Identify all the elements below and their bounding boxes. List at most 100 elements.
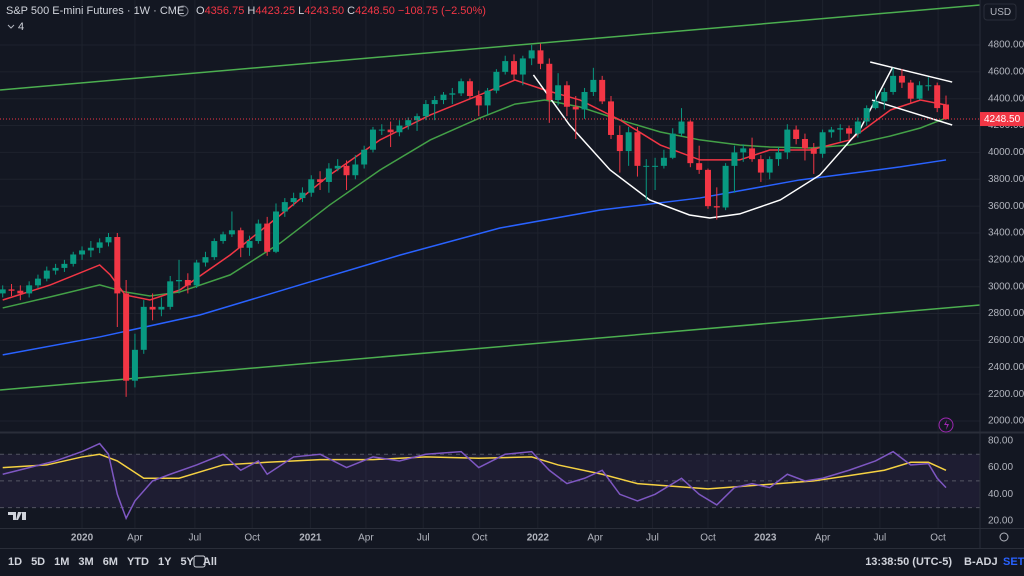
x-tick-label: Apr	[587, 533, 603, 544]
candle-body	[105, 237, 112, 243]
status-icon	[177, 5, 189, 17]
candle-body	[669, 133, 676, 158]
candle-body	[846, 128, 853, 134]
candle-body	[114, 237, 121, 294]
range-button[interactable]: 5D	[31, 556, 45, 568]
x-tick-label: 2022	[527, 533, 550, 544]
last-price-box	[980, 112, 1024, 127]
range-button[interactable]: YTD	[127, 556, 149, 568]
candle-body	[572, 106, 579, 110]
range-button[interactable]: 5Y	[180, 556, 194, 568]
x-tick-label: Apr	[815, 533, 831, 544]
candle-body	[43, 270, 50, 279]
range-button[interactable]: 1Y	[158, 556, 172, 568]
candle-body	[167, 281, 174, 307]
settings-button[interactable]: SET	[1003, 556, 1024, 568]
candle-body	[361, 149, 368, 165]
range-button[interactable]: 3M	[78, 556, 93, 568]
candle-body	[272, 211, 279, 252]
y-tick-label: 4600.00	[988, 66, 1024, 77]
flash-icon[interactable]	[938, 417, 954, 433]
x-tick-label: Oct	[244, 533, 260, 544]
settings-icon[interactable]	[999, 532, 1009, 542]
ohlc-value: 4243.50	[304, 5, 344, 17]
candle-body	[255, 223, 262, 242]
overlay-line	[2, 159, 947, 356]
overlay-line	[0, 304, 980, 391]
candle-body	[740, 148, 747, 153]
candle-body	[801, 138, 808, 149]
y-tick-label: 2800.00	[988, 308, 1024, 319]
x-tick-label: 2021	[299, 533, 322, 544]
x-tick-label: Apr	[127, 533, 143, 544]
y-tick-label: 3400.00	[988, 228, 1024, 239]
candle-body	[511, 61, 518, 75]
y-tick-label: 2000.00	[988, 416, 1024, 427]
candle-body	[334, 165, 341, 169]
range-button[interactable]: All	[203, 556, 217, 568]
symbol-title[interactable]: S&P 500 E-mini Futures · 1W · CME	[6, 5, 184, 17]
currency[interactable]: USD	[990, 7, 1011, 18]
candle-body	[943, 104, 950, 120]
candle-body	[352, 164, 359, 176]
overlay-line	[532, 67, 893, 219]
logo[interactable]	[8, 512, 26, 520]
candle-body	[537, 50, 544, 64]
indicator-count[interactable]: 4	[18, 21, 24, 33]
candle-body	[422, 104, 429, 117]
ohlc-key: H	[247, 5, 255, 17]
candle-body	[281, 202, 288, 212]
candle-body	[158, 306, 165, 310]
candle-body	[0, 289, 6, 294]
candle-body	[704, 169, 711, 207]
candle-body	[237, 230, 244, 248]
range-button[interactable]: 1M	[54, 556, 69, 568]
calendar-icon[interactable]	[193, 555, 206, 568]
candle-body	[863, 108, 870, 122]
clock[interactable]: 13:38:50 (UTC-5)	[865, 556, 952, 568]
candle-body	[299, 192, 306, 199]
candle-body	[528, 50, 535, 59]
adjust-button[interactable]: B-ADJ	[964, 556, 998, 568]
candle-body	[343, 165, 350, 176]
candle-body	[475, 96, 482, 106]
y-tick-label: 3600.00	[988, 201, 1024, 212]
candle-body	[264, 223, 271, 252]
y-tick-label: 3200.00	[988, 254, 1024, 265]
ohlc-value: 4248.50	[355, 5, 395, 17]
candle-body	[466, 81, 473, 97]
rsi-pane	[0, 442, 980, 521]
ohlc: O4356.75 H4423.25 L4243.50 C4248.50 −108…	[196, 5, 486, 17]
candle-body	[308, 179, 315, 193]
candle-body	[793, 129, 800, 139]
candle-body	[61, 263, 68, 268]
y-tick-label: 2200.00	[988, 389, 1024, 400]
currency-box[interactable]	[983, 3, 1017, 21]
x-tick-label: Oct	[930, 533, 946, 544]
candle-body	[140, 306, 147, 350]
candle-body	[246, 241, 253, 248]
candle-body	[555, 85, 562, 101]
chevron[interactable]	[7, 24, 15, 29]
x-tick-label: Jul	[417, 533, 430, 544]
ohlc-change: −108.75 (−2.50%)	[398, 5, 486, 17]
candle-body	[70, 254, 77, 264]
candle-body	[608, 101, 615, 135]
range-button[interactable]: 1D	[8, 556, 22, 568]
y-tick-label: 4400.00	[988, 93, 1024, 104]
candle-body	[590, 79, 597, 92]
candle-body	[431, 100, 438, 105]
candle-body	[757, 159, 764, 173]
candle-body	[819, 132, 826, 154]
candle-body	[713, 206, 720, 208]
candle-body	[634, 132, 641, 166]
y-tick-label: 2600.00	[988, 335, 1024, 346]
rsi-tick-label: 80.00	[988, 436, 1013, 447]
rsi-tick-label: 20.00	[988, 516, 1013, 527]
candle-body	[17, 290, 24, 294]
range-button[interactable]: 6M	[103, 556, 118, 568]
rsi-line	[2, 442, 947, 521]
rsi-tick-label: 60.00	[988, 462, 1013, 473]
candle-body	[854, 121, 861, 134]
